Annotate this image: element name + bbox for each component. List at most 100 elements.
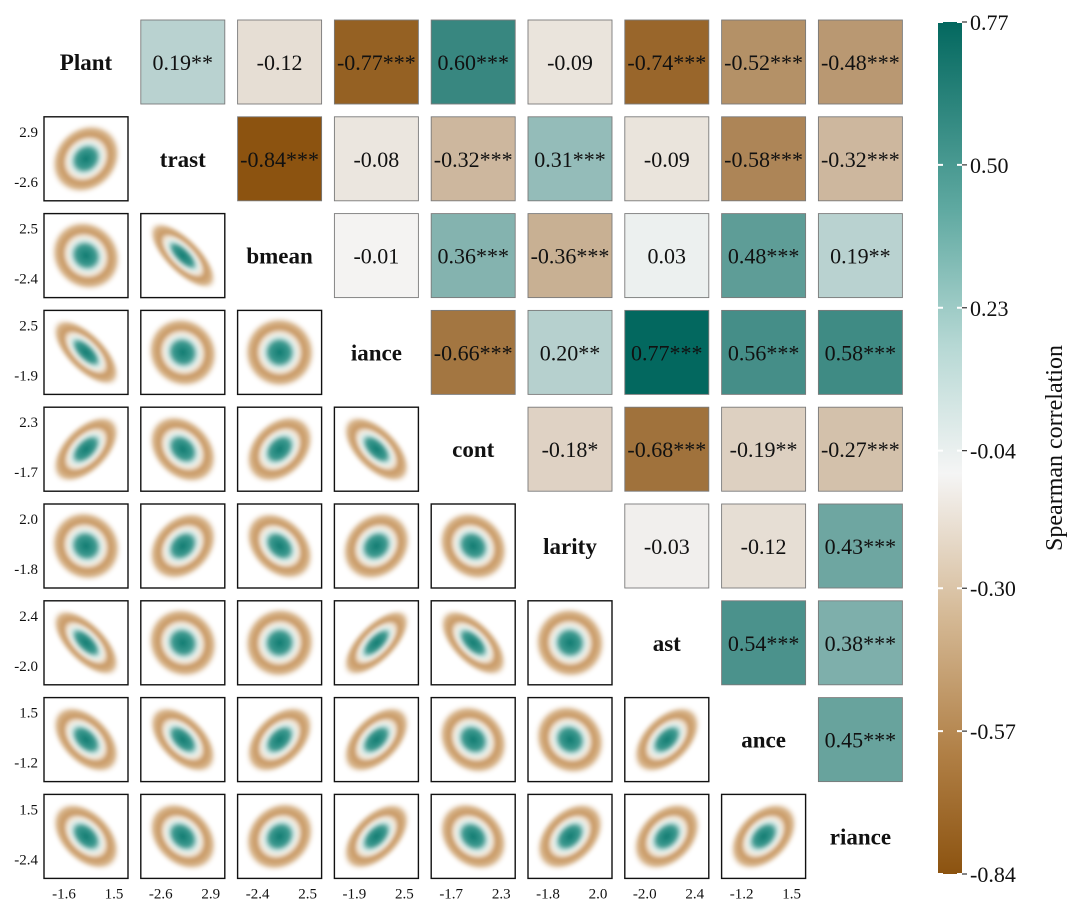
row-tick-bottom-5: -1.8 — [14, 562, 38, 578]
col-tick-right-0: 1.5 — [105, 886, 124, 902]
corr-tile-3-6 — [624, 309, 710, 395]
row-tick-top-5: 2.0 — [19, 512, 38, 528]
variable-label-7: ance — [741, 728, 786, 753]
colorbar-tick-label-2: 0.23 — [970, 296, 1009, 321]
row-tick-top-3: 2.5 — [19, 318, 38, 334]
corr-label-0-4: 0.60*** — [437, 50, 509, 75]
density-panel-7-3 — [333, 696, 420, 783]
corr-label-1-4: -0.32*** — [434, 147, 513, 172]
col-tick-right-6: 2.4 — [685, 886, 704, 902]
col-tick-left-7: -1.2 — [730, 886, 754, 902]
row-tick-top-1: 2.9 — [19, 125, 38, 141]
density-blob-5-1 — [147, 510, 219, 582]
corr-tile-3-5 — [527, 309, 613, 395]
row-tick-top-6: 2.4 — [19, 609, 38, 625]
density-frame-7-3 — [333, 696, 420, 783]
density-frame-6-0 — [43, 600, 129, 686]
row-tick-top-8: 1.5 — [19, 802, 38, 818]
colorbar-tick-label-0: 0.77 — [970, 10, 1009, 35]
density-panel-7-6 — [624, 696, 710, 783]
density-frame-6-3 — [333, 600, 420, 686]
density-panel-4-1 — [140, 406, 226, 492]
density-frame-8-6 — [624, 793, 710, 880]
corr-label-1-5: 0.31*** — [534, 147, 606, 172]
corr-tile-7-8 — [817, 697, 903, 783]
colorbar: 0.77 0.50 0.23 -0.04 -0.30 -0.57 -0.84 Spearman… — [938, 10, 1068, 887]
variable-label-4: cont — [452, 437, 495, 462]
density-frame-8-1 — [140, 793, 226, 880]
corr-tile-1-6 — [624, 116, 710, 202]
corr-label-2-7: 0.48*** — [728, 244, 800, 269]
corr-tile-1-2 — [237, 116, 323, 202]
corr-tile-3-4 — [430, 309, 516, 395]
corr-label-7-8: 0.45*** — [825, 728, 897, 753]
density-blob-4-2 — [244, 413, 315, 485]
density-panel-8-2 — [236, 793, 323, 880]
density-blob-7-0 — [51, 704, 121, 775]
density-blob-7-4 — [437, 703, 510, 776]
density-panel-8-5 — [527, 793, 613, 880]
density-frame-8-0 — [43, 793, 129, 880]
density-panel-4-0 — [43, 406, 129, 492]
row-tick-top-2: 2.5 — [19, 222, 38, 238]
density-panel-2-1 — [140, 212, 226, 299]
density-frame-8-2 — [236, 793, 323, 880]
density-frame-7-4 — [430, 696, 516, 783]
corr-tile-6-8 — [817, 600, 903, 686]
density-blob-6-3 — [341, 608, 412, 678]
corr-label-1-3: -0.08 — [353, 147, 399, 172]
density-frame-8-3 — [333, 793, 420, 880]
density-panel-3-1 — [140, 309, 226, 396]
row-tick-bottom-6: -2.0 — [14, 659, 38, 675]
density-blob-8-4 — [437, 800, 509, 873]
col-tick-right-3: 2.5 — [395, 886, 414, 902]
corr-label-1-2: -0.84*** — [240, 147, 319, 172]
corr-label-5-8: 0.43*** — [825, 534, 897, 559]
corr-tile-4-7 — [721, 406, 807, 492]
corr-label-2-5: -0.36*** — [531, 244, 610, 269]
corr-tile-2-6 — [624, 213, 710, 299]
density-frame-5-2 — [236, 503, 323, 589]
density-blob-3-1 — [146, 315, 220, 389]
density-panel-8-7 — [720, 793, 807, 880]
corr-tile-1-4 — [430, 116, 516, 202]
density-frame-3-0 — [43, 309, 129, 396]
density-panel-8-1 — [140, 793, 226, 880]
density-panel-3-2 — [236, 309, 323, 396]
corr-label-5-7: -0.12 — [741, 534, 787, 559]
corr-label-5-6: -0.03 — [644, 534, 690, 559]
row-tick-bottom-1: -2.6 — [14, 175, 38, 191]
corr-tile-4-8 — [817, 406, 903, 492]
col-tick-right-1: 2.9 — [201, 886, 220, 902]
col-tick-left-4: -1.7 — [439, 886, 463, 902]
corr-label-6-8: 0.38*** — [825, 631, 897, 656]
density-panel-6-0 — [43, 600, 129, 686]
density-panel-6-4 — [430, 600, 516, 686]
corr-label-4-6: -0.68*** — [627, 437, 706, 462]
density-panel-5-0 — [43, 503, 129, 589]
corr-tile-1-5 — [527, 116, 613, 202]
col-tick-left-3: -1.9 — [343, 886, 367, 902]
corr-tile-6-7 — [721, 600, 807, 686]
corr-label-0-3: -0.77*** — [337, 50, 416, 75]
corr-tile-0-7 — [721, 19, 807, 105]
corr-label-0-6: -0.74*** — [627, 50, 706, 75]
density-panel-5-3 — [333, 503, 420, 589]
corr-label-3-6: 0.77*** — [631, 340, 703, 365]
density-panel-4-2 — [236, 406, 323, 492]
row-tick-top-7: 1.5 — [19, 706, 38, 722]
density-frame-7-1 — [140, 696, 226, 783]
density-panel-6-2 — [236, 600, 323, 686]
density-panel-8-3 — [333, 793, 420, 880]
colorbar-tick-label-1: 0.50 — [970, 153, 1009, 178]
density-blob-8-1 — [147, 800, 219, 872]
corr-label-2-8: 0.19** — [830, 244, 891, 269]
variable-label-5: larity — [543, 534, 597, 559]
density-blob-8-3 — [341, 801, 412, 872]
corr-tile-5-8 — [817, 503, 903, 589]
density-frame-6-5 — [527, 600, 613, 686]
density-frame-6-1 — [140, 600, 226, 686]
colorbar-tick-label-5: -0.57 — [970, 719, 1016, 744]
